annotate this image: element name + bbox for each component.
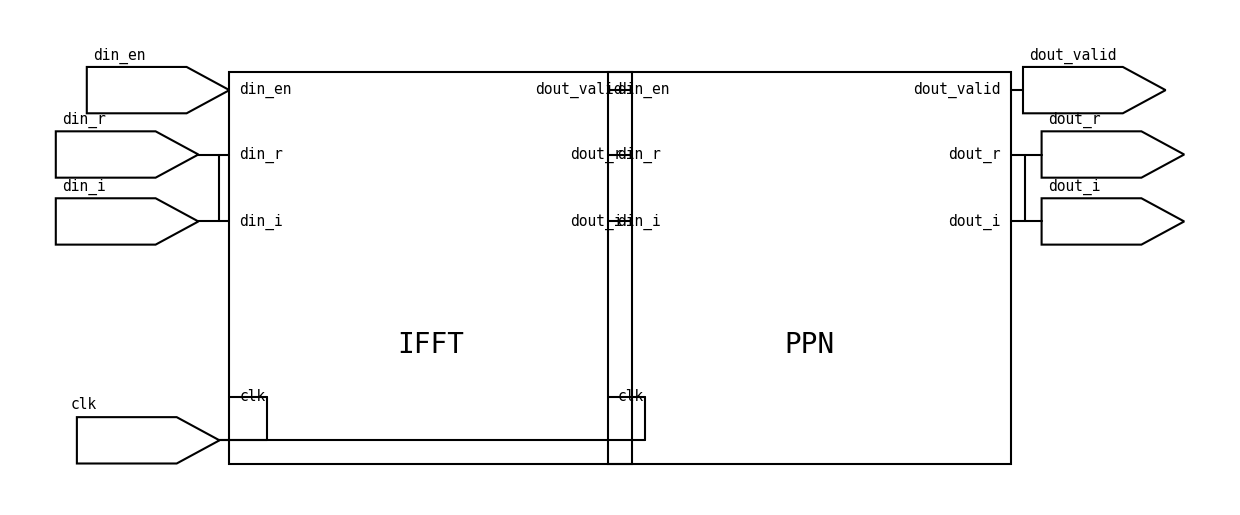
Polygon shape: [77, 417, 219, 464]
Text: din_en: din_en: [93, 47, 145, 64]
Polygon shape: [1023, 67, 1166, 113]
Polygon shape: [56, 131, 198, 178]
Text: din_r: din_r: [239, 146, 283, 163]
Text: PPN: PPN: [784, 331, 835, 359]
Text: din_r: din_r: [62, 112, 105, 128]
Polygon shape: [1042, 198, 1184, 245]
Text: dout_r: dout_r: [570, 146, 622, 163]
Text: din_i: din_i: [239, 213, 283, 230]
Text: din_en: din_en: [618, 82, 670, 98]
Text: dout_i: dout_i: [1048, 179, 1100, 195]
Text: din_r: din_r: [618, 146, 661, 163]
Text: din_en: din_en: [239, 82, 291, 98]
Text: din_i: din_i: [618, 213, 661, 230]
Polygon shape: [56, 198, 198, 245]
Text: clk: clk: [618, 389, 644, 404]
Text: IFFT: IFFT: [397, 331, 465, 359]
Polygon shape: [1042, 131, 1184, 178]
Text: din_i: din_i: [62, 179, 105, 195]
Text: dout_valid: dout_valid: [913, 82, 1001, 98]
Text: dout_r: dout_r: [949, 146, 1001, 163]
Text: dout_valid: dout_valid: [534, 82, 622, 98]
Text: dout_valid: dout_valid: [1029, 47, 1117, 64]
Text: dout_i: dout_i: [570, 213, 622, 230]
Text: clk: clk: [239, 389, 265, 404]
Text: dout_i: dout_i: [949, 213, 1001, 230]
Bar: [229, 72, 632, 464]
Bar: [608, 72, 1011, 464]
Text: clk: clk: [71, 397, 97, 412]
Polygon shape: [87, 67, 229, 113]
Text: dout_r: dout_r: [1048, 112, 1100, 128]
